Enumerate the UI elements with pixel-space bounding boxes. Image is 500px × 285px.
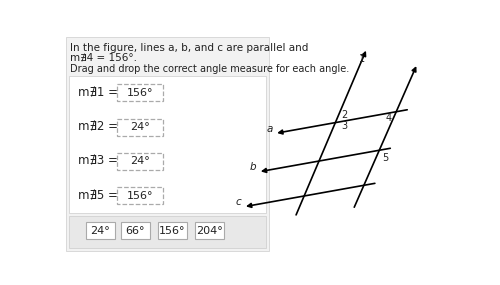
FancyBboxPatch shape [68,216,266,248]
Text: 156°: 156° [160,225,186,235]
Text: 2: 2 [342,110,348,120]
Text: 3: 3 [342,121,347,131]
FancyBboxPatch shape [68,76,266,213]
Text: 204°: 204° [196,225,223,235]
Text: 4: 4 [386,113,392,123]
Text: m∄4 = 156°.: m∄4 = 156°. [70,53,137,63]
FancyBboxPatch shape [120,222,150,239]
FancyBboxPatch shape [158,222,188,239]
FancyBboxPatch shape [195,222,224,239]
Text: b: b [250,162,256,172]
FancyBboxPatch shape [117,153,163,170]
FancyBboxPatch shape [117,119,163,136]
Text: Drag and drop the correct angle measure for each angle.: Drag and drop the correct angle measure … [70,64,349,74]
Text: 5: 5 [382,153,388,163]
FancyBboxPatch shape [117,84,163,101]
Text: m∄1 =: m∄1 = [78,86,118,99]
Text: 24°: 24° [130,122,150,132]
FancyBboxPatch shape [117,187,163,204]
Text: m∄2 =: m∄2 = [78,121,118,134]
Text: m∄3 =: m∄3 = [78,155,118,168]
Text: 156°: 156° [127,191,153,201]
Text: 24°: 24° [90,225,110,235]
Text: In the figure, lines a, b, and c are parallel and: In the figure, lines a, b, and c are par… [70,43,308,54]
Text: m∄5 =: m∄5 = [78,189,118,202]
Text: 156°: 156° [127,88,153,98]
Text: c: c [236,197,242,207]
FancyBboxPatch shape [66,37,268,251]
Text: 24°: 24° [130,156,150,166]
Text: 66°: 66° [126,225,145,235]
FancyBboxPatch shape [86,222,115,239]
Text: 1: 1 [360,54,366,64]
Text: a: a [266,124,273,134]
